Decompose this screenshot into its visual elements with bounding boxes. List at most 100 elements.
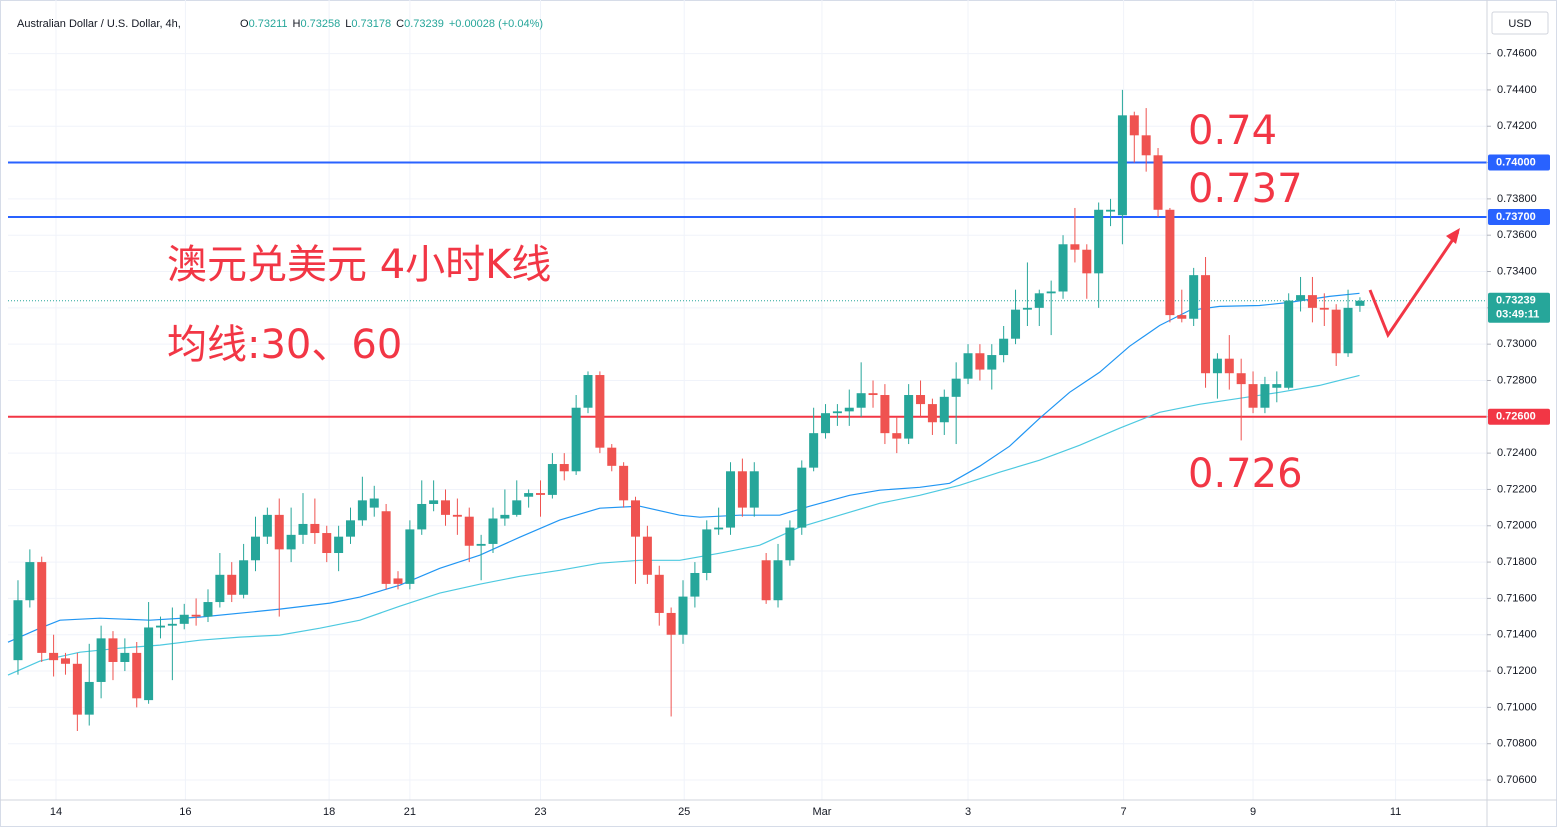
annotation: 澳元兑美元 4小时K线 <box>167 242 551 288</box>
y-tick-label: 0.73600 <box>1497 229 1537 241</box>
candle-body <box>1201 275 1211 374</box>
y-tick-label: 0.73000 <box>1497 338 1537 350</box>
candle-body <box>868 393 878 396</box>
candle-body <box>417 503 427 530</box>
candle-body <box>72 663 82 715</box>
candle-body <box>1296 295 1306 301</box>
candle-body <box>381 511 391 584</box>
candle-body <box>832 411 842 414</box>
candle-body <box>927 404 937 423</box>
candle-body <box>334 536 344 554</box>
y-tick-label: 0.73800 <box>1497 193 1537 205</box>
currency-box <box>1491 11 1549 35</box>
countdown-label: 03:49:11 <box>1496 309 1539 321</box>
candle-body <box>227 574 237 595</box>
candle-body <box>1011 309 1021 339</box>
candle-body <box>690 572 700 597</box>
moving-average-line <box>7 374 1360 676</box>
candle-body <box>916 395 926 405</box>
candle-body <box>1307 295 1317 308</box>
candle-body <box>144 627 154 701</box>
annotation: 0.737 <box>1188 166 1303 212</box>
moving-average-line <box>7 292 1360 643</box>
candle-body <box>797 467 807 528</box>
candle-body <box>274 514 284 550</box>
y-tick-label: 0.72400 <box>1497 447 1537 459</box>
ohlc-value: 0.73178 <box>351 18 391 30</box>
candle-body <box>607 447 617 466</box>
candle-body <box>975 353 985 370</box>
candle-body <box>250 536 260 561</box>
price-badge <box>1488 154 1550 171</box>
candle-body <box>167 623 177 626</box>
x-tick-label: 18 <box>323 806 335 818</box>
candle-body <box>452 514 462 517</box>
last-price-label: 0.73239 <box>1496 295 1536 307</box>
candle-body <box>286 534 296 550</box>
candle-body <box>298 523 308 535</box>
chart-title: Australian Dollar / U.S. Dollar, 4h, <box>17 18 181 30</box>
candle-body <box>84 681 94 715</box>
candle-body <box>1165 209 1175 316</box>
candle-body <box>1355 300 1365 306</box>
candle-body <box>179 614 189 624</box>
candle-body <box>726 471 736 528</box>
x-tick-label: 9 <box>1250 806 1256 818</box>
x-tick-label: 7 <box>1121 806 1127 818</box>
ohlc-key: C <box>396 18 404 30</box>
candle-body <box>951 378 961 397</box>
candle-body <box>1177 315 1187 319</box>
candle-body <box>583 375 593 408</box>
candle-body <box>892 433 902 439</box>
x-tick-label: 16 <box>179 806 191 818</box>
candle-body <box>132 652 142 699</box>
candle-body <box>1260 384 1270 408</box>
ohlc-header: O0.73211 H0.73258 L0.73178 C0.73239 +0.00028… <box>240 18 543 30</box>
y-tick-label: 0.74400 <box>1497 84 1537 96</box>
ohlc-key: L <box>345 18 351 30</box>
y-tick-label: 0.72200 <box>1497 483 1537 495</box>
candle-body <box>1094 209 1104 274</box>
candle-body <box>37 562 47 653</box>
candle-body <box>904 395 914 439</box>
candle-body <box>619 465 629 501</box>
candle-body <box>678 596 688 635</box>
candle-body <box>880 395 890 434</box>
candle-body <box>429 500 439 504</box>
candle-body <box>1153 155 1163 210</box>
candle-body <box>1189 275 1199 319</box>
candle-body <box>1272 384 1282 388</box>
y-tick-label: 0.71400 <box>1497 629 1537 641</box>
candle-body <box>310 523 320 534</box>
arrow <box>1368 231 1460 339</box>
x-tick-label: 3 <box>965 806 971 818</box>
candle-body <box>1082 249 1092 274</box>
candle-body <box>987 355 997 370</box>
candle-body <box>96 638 106 682</box>
candle-body <box>809 433 819 468</box>
candle-body <box>120 652 130 662</box>
y-tick-label: 0.71800 <box>1497 556 1537 568</box>
x-tick-label: Mar <box>812 806 831 818</box>
candle-body <box>441 500 451 515</box>
candle-body <box>155 625 165 628</box>
candle-body <box>476 543 486 546</box>
ohlc-value: 0.73211 <box>249 18 288 30</box>
price-badge-label: 0.73700 <box>1496 211 1536 223</box>
candle-body <box>1319 307 1329 310</box>
x-tick-label: 23 <box>534 806 546 818</box>
candle-body <box>1022 307 1032 310</box>
ohlc-key: H <box>293 18 301 30</box>
annotation: 0.726 <box>1188 451 1303 497</box>
candle-body <box>631 500 641 537</box>
candle-body <box>547 464 557 495</box>
candle-body <box>1046 291 1056 294</box>
y-tick-label: 0.73400 <box>1497 265 1537 277</box>
candle-body <box>1236 373 1246 385</box>
candle-body <box>191 614 201 617</box>
candle-body <box>856 393 866 408</box>
candle-body <box>571 407 581 472</box>
candle-body <box>1129 115 1139 136</box>
x-tick-label: 25 <box>678 806 690 818</box>
y-tick-label: 0.71600 <box>1497 592 1537 604</box>
